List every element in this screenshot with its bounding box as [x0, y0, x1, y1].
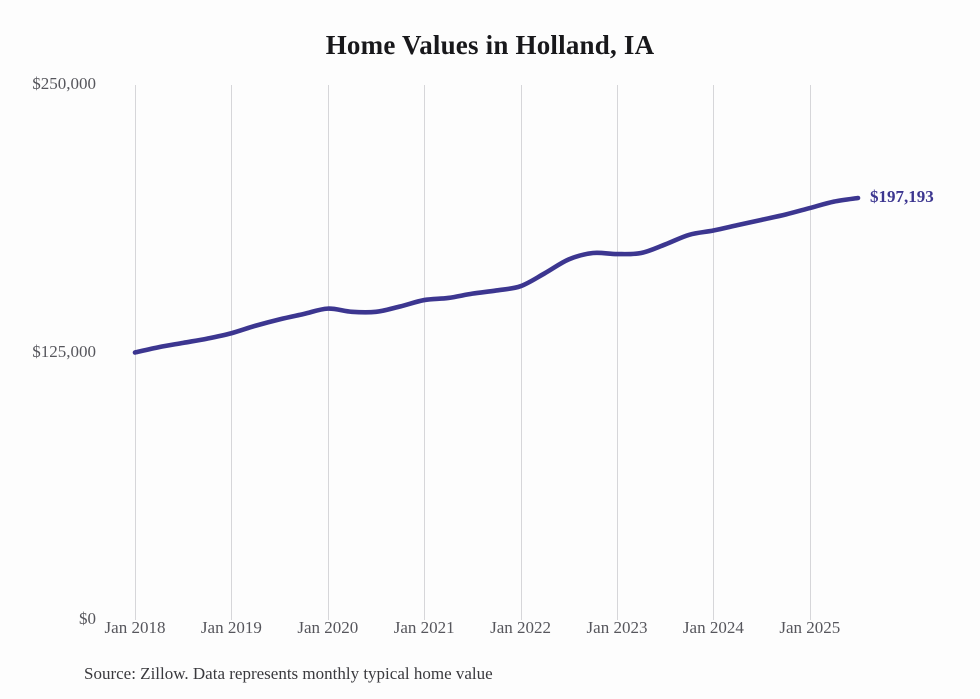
x-tick-label-2020-01: Jan 2020	[297, 618, 359, 637]
y-tick-label-125000: $125,000	[32, 341, 96, 361]
gridline-2019-01	[231, 85, 232, 620]
gridline-2024-01	[713, 85, 714, 620]
gridline-2020-01	[328, 85, 329, 620]
gridline-2025-01	[810, 85, 811, 620]
x-tick-label-2019-01: Jan 2019	[200, 618, 262, 637]
x-tick-label-2024-01: Jan 2024	[682, 618, 744, 637]
y-tick-label-250000: $250,000	[32, 74, 96, 93]
x-tick-label-2021-01: Jan 2021	[393, 618, 455, 637]
chart-title: Home Values in Holland, IA	[325, 30, 655, 60]
gridline-2023-01	[617, 85, 618, 620]
x-tick-label-2023-01: Jan 2023	[586, 618, 648, 637]
gridline-2021-01	[424, 85, 425, 620]
x-tick-label-2022-01: Jan 2022	[490, 618, 552, 637]
y-tick-label-0: $0	[79, 609, 96, 628]
x-tick-label-2025-01: Jan 2025	[779, 618, 841, 637]
x-tick-label-2018-01: Jan 2018	[104, 618, 166, 637]
line-path	[132, 195, 861, 355]
source-note: Source: Zillow. Data represents monthly …	[84, 664, 493, 683]
gridline-2022-01	[521, 85, 522, 620]
end-value-label: $197,193	[870, 187, 934, 206]
